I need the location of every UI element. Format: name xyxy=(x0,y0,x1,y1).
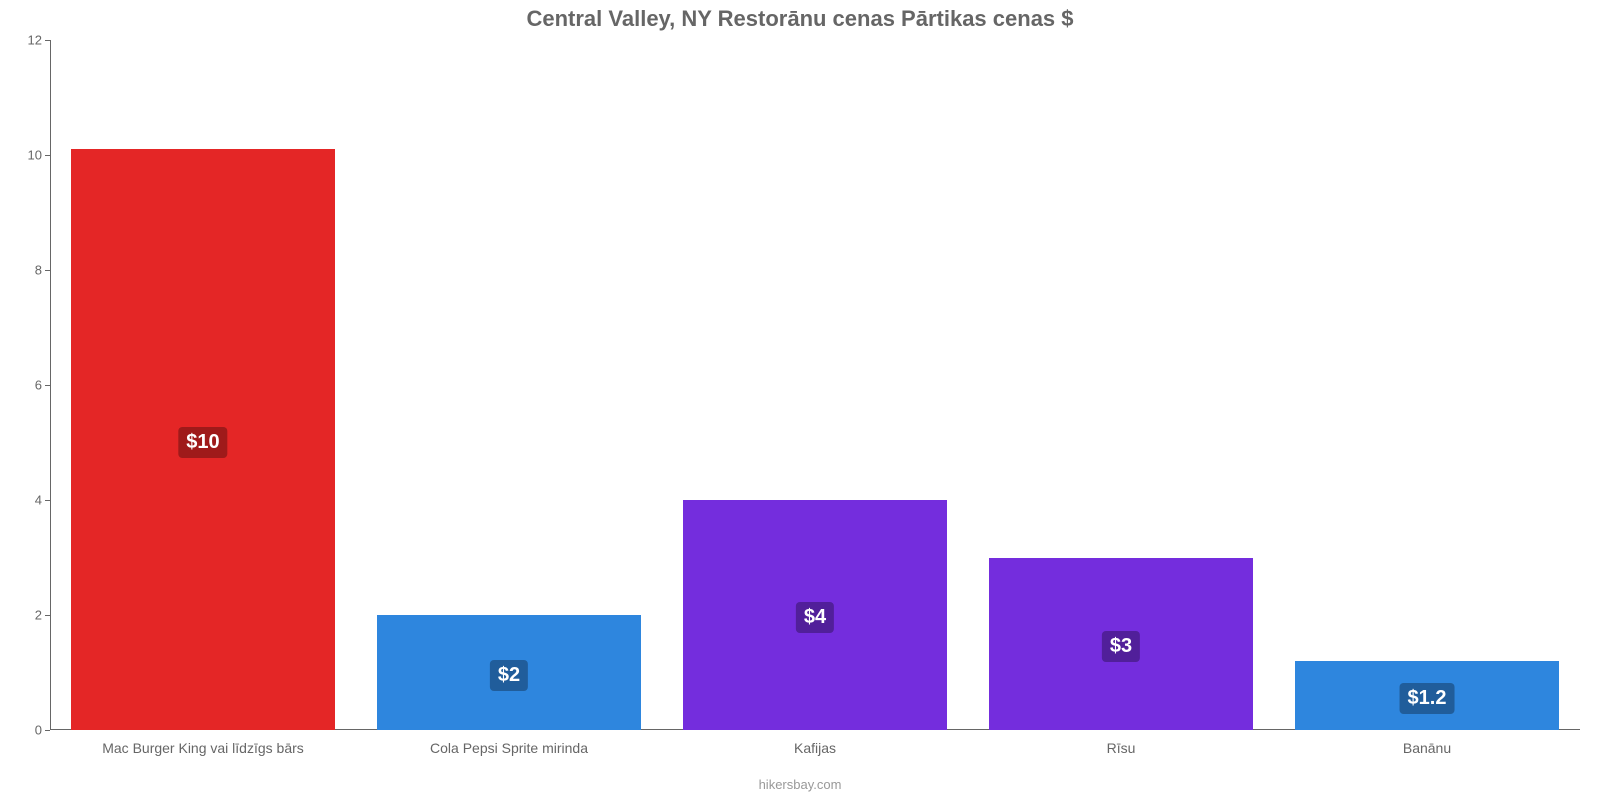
plot-area: 024681012 $10Mac Burger King vai līdzīgs… xyxy=(50,40,1580,730)
y-tick-mark xyxy=(45,730,50,731)
bar: $10 xyxy=(71,149,334,730)
x-category-label: Kafijas xyxy=(794,730,836,756)
bar: $4 xyxy=(683,500,946,730)
x-category-label: Cola Pepsi Sprite mirinda xyxy=(430,730,588,756)
bar-value-label: $4 xyxy=(796,602,834,633)
price-bar-chart: Central Valley, NY Restorānu cenas Pārti… xyxy=(0,0,1600,800)
x-category-label: Banānu xyxy=(1403,730,1451,756)
bar-value-label: $10 xyxy=(178,427,227,458)
bar: $1.2 xyxy=(1295,661,1558,730)
chart-credit: hikersbay.com xyxy=(759,777,842,792)
bar-value-label: $2 xyxy=(490,660,528,691)
chart-title: Central Valley, NY Restorānu cenas Pārti… xyxy=(0,0,1600,32)
x-category-label: Rīsu xyxy=(1107,730,1136,756)
bar-value-label: $3 xyxy=(1102,631,1140,662)
bars-container: $10Mac Burger King vai līdzīgs bārs$2Col… xyxy=(50,40,1580,730)
bar: $2 xyxy=(377,615,640,730)
x-category-label: Mac Burger King vai līdzīgs bārs xyxy=(102,730,304,756)
bar-value-label: $1.2 xyxy=(1400,683,1455,714)
bar: $3 xyxy=(989,558,1252,731)
